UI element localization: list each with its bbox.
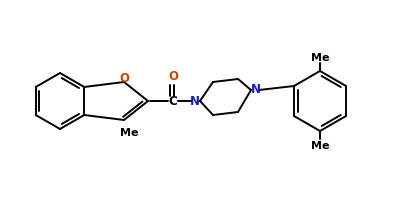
Text: C: C — [169, 95, 178, 108]
Text: Me: Me — [120, 127, 138, 137]
Text: Me: Me — [311, 140, 329, 150]
Text: N: N — [251, 83, 261, 96]
Text: Me: Me — [311, 53, 329, 63]
Text: O: O — [168, 70, 178, 83]
Text: O: O — [119, 72, 129, 85]
Text: N: N — [190, 95, 200, 108]
